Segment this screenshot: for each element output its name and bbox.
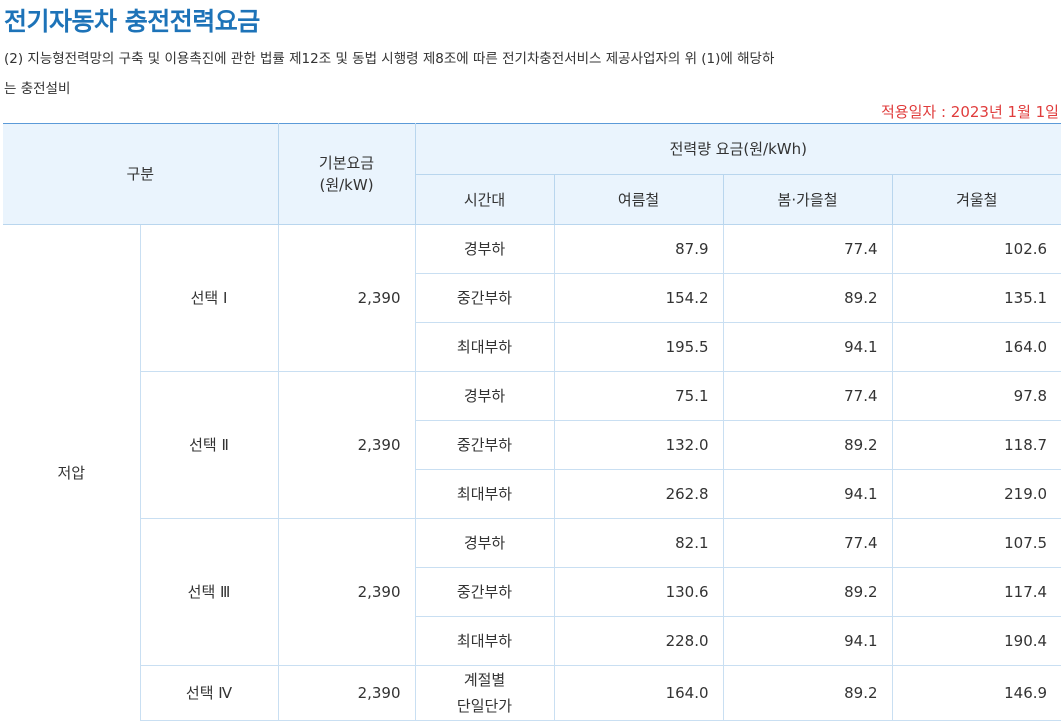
table-row: 중간부하 154.2 89.2 135.1 bbox=[3, 273, 1062, 323]
option-label: 선택 Ⅲ bbox=[139, 518, 279, 666]
table-row: 선택 Ⅳ 2,390 계절별 단일단가 164.0 89.2 146.9 bbox=[3, 665, 1062, 721]
header-time-band: 시간대 bbox=[414, 174, 555, 225]
table-row: 최대부하 195.5 94.1 164.0 bbox=[3, 322, 1062, 372]
table-row: 최대부하 228.0 94.1 190.4 bbox=[3, 616, 1062, 666]
time-band-cell: 경부하 bbox=[414, 518, 555, 568]
effective-date: 적용일자 : 2023년 1월 1일 bbox=[881, 103, 1059, 121]
time-band-cell: 중간부하 bbox=[414, 273, 555, 323]
spring-fall-cell: 89.2 bbox=[722, 420, 893, 470]
winter-cell: 97.8 bbox=[891, 371, 1062, 421]
time-band-cell: 최대부하 bbox=[414, 322, 555, 372]
base-rate-cell: 2,390 bbox=[277, 371, 416, 519]
time-band-line-1: 계절별 bbox=[463, 671, 506, 689]
winter-cell: 164.0 bbox=[891, 322, 1062, 372]
winter-cell: 117.4 bbox=[891, 567, 1062, 617]
table-row: 저압 선택 Ⅰ 2,390 경부하 87.9 77.4 102.6 bbox=[3, 224, 1062, 482]
description-line-2: 는 충전설비 bbox=[4, 81, 71, 97]
winter-cell: 219.0 bbox=[891, 469, 1062, 519]
header-base-rate: 기본요금 (원/kW) bbox=[277, 123, 416, 225]
rate-table: 구분 기본요금 (원/kW) 전력량 요금(원/kWh) 시간대 여름철 봄·가… bbox=[3, 123, 1062, 721]
summer-cell: 164.0 bbox=[553, 665, 724, 721]
summer-cell: 130.6 bbox=[553, 567, 724, 617]
table-row: 중간부하 132.0 89.2 118.7 bbox=[3, 420, 1062, 470]
base-rate-cell: 2,390 bbox=[277, 665, 416, 721]
winter-cell: 118.7 bbox=[891, 420, 1062, 470]
description: (2) 지능형전력망의 구축 및 이용촉진에 관한 법률 제12조 및 동법 시… bbox=[4, 44, 1004, 104]
winter-cell: 190.4 bbox=[891, 616, 1062, 666]
header-energy-rate: 전력량 요금(원/kWh) bbox=[414, 123, 1062, 175]
table-row: 선택 Ⅱ 2,390 경부하 75.1 77.4 97.8 bbox=[3, 371, 1062, 519]
spring-fall-cell: 77.4 bbox=[722, 224, 893, 274]
time-band-cell: 경부하 bbox=[414, 371, 555, 421]
time-band-line-2: 단일단가 bbox=[456, 697, 513, 715]
summer-cell: 195.5 bbox=[553, 322, 724, 372]
winter-cell: 146.9 bbox=[891, 665, 1062, 721]
base-rate-cell: 2,390 bbox=[277, 224, 416, 372]
winter-cell: 135.1 bbox=[891, 273, 1062, 323]
summer-cell: 87.9 bbox=[553, 224, 724, 274]
summer-cell: 132.0 bbox=[553, 420, 724, 470]
voltage-cell: 저압 bbox=[57, 463, 86, 482]
option-label: 선택 Ⅱ bbox=[139, 371, 279, 519]
header-base-rate-label: 기본요금 bbox=[318, 154, 375, 172]
summer-cell: 82.1 bbox=[553, 518, 724, 568]
spring-fall-cell: 89.2 bbox=[722, 665, 893, 721]
description-line-1: (2) 지능형전력망의 구축 및 이용촉진에 관한 법률 제12조 및 동법 시… bbox=[4, 51, 775, 67]
time-band-cell: 중간부하 bbox=[414, 567, 555, 617]
winter-cell: 102.6 bbox=[891, 224, 1062, 274]
winter-cell: 107.5 bbox=[891, 518, 1062, 568]
spring-fall-cell: 77.4 bbox=[722, 518, 893, 568]
option-label: 선택 Ⅳ bbox=[139, 665, 279, 721]
spring-fall-cell: 89.2 bbox=[722, 567, 893, 617]
summer-cell: 262.8 bbox=[553, 469, 724, 519]
table-row: 선택 Ⅲ 2,390 경부하 82.1 77.4 107.5 bbox=[3, 518, 1062, 666]
time-band-cell: 중간부하 bbox=[414, 420, 555, 470]
summer-cell: 228.0 bbox=[553, 616, 724, 666]
header-category: 구분 bbox=[3, 123, 279, 225]
spring-fall-cell: 94.1 bbox=[722, 469, 893, 519]
time-band-cell: 최대부하 bbox=[414, 616, 555, 666]
header-spring-fall: 봄·가을철 bbox=[722, 174, 893, 225]
time-band-cell: 경부하 bbox=[414, 224, 555, 274]
spring-fall-cell: 94.1 bbox=[722, 322, 893, 372]
table-body: 저압 선택 Ⅰ 2,390 경부하 87.9 77.4 102.6 중간부하 1… bbox=[3, 224, 1062, 721]
table-row: 최대부하 262.8 94.1 219.0 bbox=[3, 469, 1062, 519]
header-winter: 겨울철 bbox=[891, 174, 1062, 225]
option-label: 선택 Ⅰ bbox=[139, 224, 279, 372]
table-header: 구분 기본요금 (원/kW) 전력량 요금(원/kWh) 시간대 여름철 봄·가… bbox=[3, 123, 1062, 225]
header-summer: 여름철 bbox=[553, 174, 724, 225]
summer-cell: 75.1 bbox=[553, 371, 724, 421]
page-title: 전기자동차 충전전력요금 bbox=[4, 7, 260, 36]
time-band-cell: 계절별 단일단가 bbox=[414, 665, 555, 721]
summer-cell: 154.2 bbox=[553, 273, 724, 323]
header-base-rate-unit: (원/kW) bbox=[319, 176, 374, 194]
spring-fall-cell: 94.1 bbox=[722, 616, 893, 666]
base-rate-cell: 2,390 bbox=[277, 518, 416, 666]
table-row: 중간부하 130.6 89.2 117.4 bbox=[3, 567, 1062, 617]
spring-fall-cell: 89.2 bbox=[722, 273, 893, 323]
spring-fall-cell: 77.4 bbox=[722, 371, 893, 421]
time-band-cell: 최대부하 bbox=[414, 469, 555, 519]
